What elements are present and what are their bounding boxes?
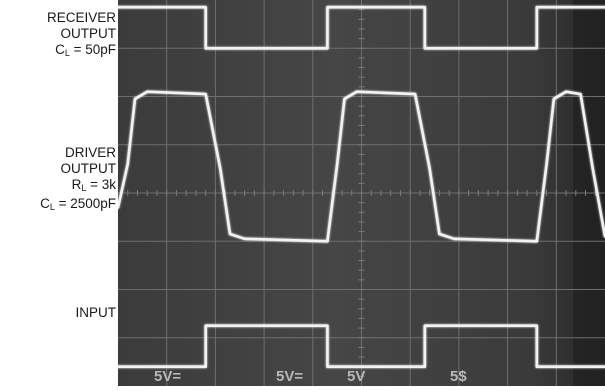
- trace-labels: RECEIVER OUTPUT CL = 50pF DRIVER OUTPUT …: [0, 0, 116, 386]
- oscilloscope-screen: 5V= 5V= 5V 5$: [116, 0, 605, 386]
- input-label-line1: INPUT: [75, 305, 117, 320]
- oscilloscope-plot: 5V= 5V= 5V 5$: [116, 0, 605, 386]
- receiver-label: RECEIVER OUTPUT CL = 50pF: [0, 10, 116, 61]
- traces: [116, 5, 605, 369]
- driver-label: DRIVER OUTPUT RL = 3k CL = 2500pF: [0, 145, 116, 215]
- scale-readout: 5$: [450, 368, 467, 385]
- input-label: INPUT: [0, 305, 117, 321]
- receiver-output-trace: [116, 5, 605, 50]
- receiver-label-line2: OUTPUT: [60, 26, 117, 41]
- scale-readout: 5V=: [154, 368, 181, 385]
- driver-label-line2: OUTPUT: [60, 161, 117, 176]
- driver-output-trace: [116, 90, 605, 243]
- driver-label-line1: DRIVER: [64, 145, 116, 160]
- input-trace: [116, 324, 605, 369]
- driver-cap-label: CL = 2500pF: [40, 196, 116, 212]
- driver-res-label: RL = 3k: [71, 177, 116, 193]
- receiver-label-line1: RECEIVER: [46, 10, 116, 25]
- receiver-cap-label: CL = 50pF: [55, 42, 116, 58]
- scale-readouts: 5V= 5V= 5V 5$: [154, 368, 467, 385]
- scale-readout: 5V=: [276, 368, 303, 385]
- scale-readout: 5V: [347, 368, 365, 385]
